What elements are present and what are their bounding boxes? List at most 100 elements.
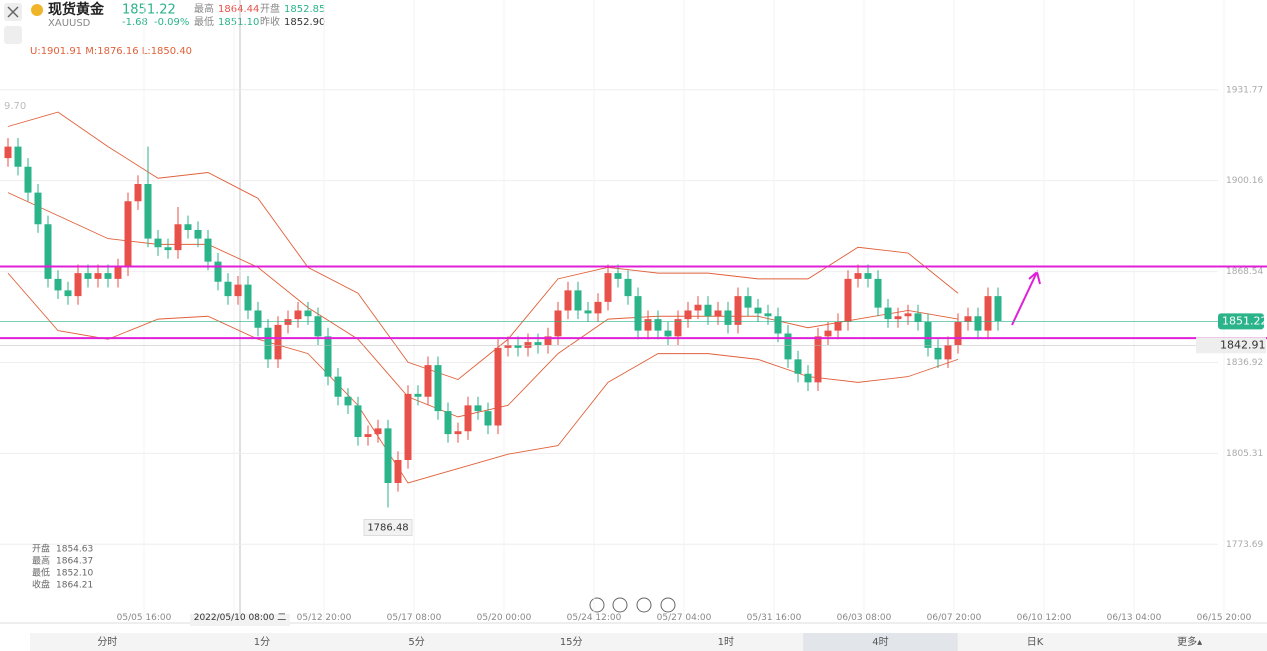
y-tick-label: 1805.31 [1226,449,1263,459]
ohlc-value: 1854.63 [56,545,93,555]
candle-body [594,301,602,314]
last[interactable] [636,597,652,613]
crosshair-label-box [190,614,290,626]
price: 1851.22 [122,3,176,18]
candle-body [124,201,132,268]
candle-body [734,296,742,325]
candle-body [624,278,632,297]
y-tick-label: 1900.16 [1226,176,1263,186]
candle-body [424,365,432,397]
x-tick-label: 06/13 04:00 [1107,613,1162,623]
candle-body [664,330,672,337]
zoom-in[interactable] [660,597,676,613]
alert-tag[interactable] [1196,337,1266,354]
candle-body [44,224,52,279]
candle-body [224,281,232,297]
candle-body [284,319,292,325]
candle-body [954,321,962,345]
x-tick-label: 05/12 20:00 [297,613,352,623]
candle-body [604,273,612,302]
bollinger-upper [7,111,959,380]
candle-body [414,393,422,397]
candle-body [984,296,992,331]
candle-body [934,347,942,360]
candle-body [944,344,952,360]
candle-body [154,238,162,248]
instrument-name[interactable]: 现货黄金 [48,1,105,18]
tab[interactable]: 4时 [872,636,888,648]
candle-body [394,459,402,483]
candle-body [564,290,572,311]
candle-body [754,307,762,314]
candle-body [904,313,912,317]
prev-label: 昨收 [260,15,280,28]
x-tick-label: 05/20 00:00 [477,613,532,623]
candle-body [554,310,562,337]
candle-body [794,359,802,374]
candle-body [444,411,452,435]
candle-body [914,313,922,322]
candle-body [724,310,732,325]
candle-body [644,319,652,331]
candle-body [254,310,262,328]
tab[interactable]: 5分 [408,636,424,648]
candle-body [674,319,682,337]
candle-body [474,405,482,412]
candle-body [964,316,972,322]
tool-button[interactable] [4,26,22,44]
candle-body [874,278,882,308]
gold-icon [31,4,43,16]
open: 1852.85 [284,4,325,15]
candle-body [574,290,582,311]
zoom-out[interactable] [589,597,605,613]
tab[interactable]: 日K [1027,637,1044,648]
tab[interactable]: 分时 [97,636,117,648]
candle-body [184,224,192,230]
first[interactable] [612,597,628,613]
candle-body [264,327,272,360]
candle-body [354,405,362,437]
price-tag [1218,313,1264,330]
tab[interactable]: 1时 [718,636,734,648]
candle-body [464,405,472,432]
candle-body [694,304,702,311]
y-tick-label: 1773.69 [1226,540,1263,550]
candle-body [764,313,772,317]
candle-body [104,273,112,279]
candle-body [324,336,332,377]
ohlc-label: 最高 [32,555,50,567]
close-icon [7,6,19,18]
candle-body [824,330,832,337]
low-label: 最低 [194,15,214,28]
x-tick-label: 06/15 20:00 [1197,613,1252,623]
high: 1864.44 [218,4,259,15]
candle-body [144,183,152,239]
open-label: 开盘 [260,2,280,15]
ohlc-label: 开盘 [32,543,50,555]
candle-body [304,310,312,317]
ohlc-value: 1864.37 [56,557,93,567]
x-tick-label: 06/07 20:00 [927,613,982,623]
crosshair-label: 2022/05/10 08:00 二 [194,613,287,623]
candle-body [804,373,812,383]
candle-body [364,434,372,437]
candle-body [74,273,82,297]
candle-body [4,146,12,159]
candle-body [164,247,172,251]
candle-body [484,411,492,426]
x-tick-label: 05/31 16:00 [747,613,802,623]
tab[interactable]: 15分 [560,636,583,648]
candle-body [64,290,72,297]
x-tick-label: 05/24 12:00 [567,613,622,623]
boll-values: U:1901.91 M:1876.16 L:1850.40 [30,46,192,57]
candle-body [974,316,982,331]
candle-body [834,321,842,331]
candle-body [194,229,202,239]
ohlc-value: 1852.10 [56,569,93,579]
tab[interactable]: 更多▴ [1177,635,1202,648]
candle-body [204,238,212,262]
tab[interactable]: 1分 [254,636,270,648]
x-tick-label: 06/03 08:00 [837,613,892,623]
x-tick-label: 05/05 16:00 [117,613,172,623]
